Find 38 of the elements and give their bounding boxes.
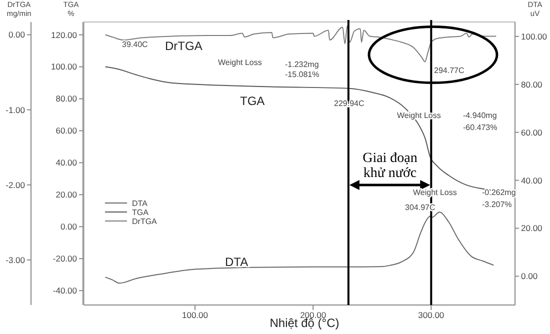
y2-tick-label: 80.00 — [521, 79, 543, 90]
y2-tick-label: 100.00 — [521, 31, 548, 42]
y-tick-label: 100.00 — [51, 62, 78, 72]
y-tick-label: 60.00 — [56, 126, 78, 136]
y3-tick-label: -2.00 — [6, 180, 26, 190]
x-tick-label: 100.00 — [182, 310, 208, 320]
y-tick-label: 0.00 — [60, 222, 78, 232]
y-tick-label: 20.00 — [56, 190, 78, 200]
annotation: -60.473% — [463, 122, 498, 132]
y-tick-label: -40.00 — [52, 286, 78, 296]
annotation: TGA — [240, 94, 265, 108]
legend-label: DTA — [132, 198, 148, 208]
annotation: -3.207% — [482, 200, 512, 209]
y-tick-label: 80.00 — [56, 94, 78, 104]
annotation: -4.940mg — [463, 110, 497, 120]
annotation: DrTGA — [165, 39, 202, 54]
annotation: Weight Loss — [218, 58, 262, 67]
x-tick-label: 300.00 — [418, 310, 444, 320]
y2-tick-label: 0.00 — [521, 271, 538, 282]
y3-tick-label: 0.00 — [8, 30, 26, 40]
annotation: 39.40C — [122, 40, 148, 49]
y2-tick-label: 40.00 — [521, 175, 543, 186]
y-tick-label: 120.00 — [51, 30, 78, 40]
y3-tick-label: -1.00 — [6, 104, 26, 115]
annotation: 294.77C — [434, 66, 464, 75]
annotation: khử nước — [363, 166, 417, 181]
annotation: -1.232mg — [285, 60, 319, 69]
annotation: -15.081% — [285, 70, 320, 79]
y2-tick-label: 20.00 — [521, 223, 543, 234]
legend-label: TGA — [132, 208, 150, 217]
x-tick-label: 200.00 — [300, 310, 326, 320]
y3-tick-label: -3.00 — [6, 254, 26, 265]
legend-label: DrTGA — [132, 216, 158, 226]
y-tick-label: 40.00 — [56, 158, 78, 168]
annotation: Giai đoạn — [362, 151, 418, 166]
annotation: DTA — [225, 255, 248, 270]
y-tick-label: -20.00 — [52, 254, 78, 264]
y2-tick-label: 60.00 — [521, 127, 543, 138]
